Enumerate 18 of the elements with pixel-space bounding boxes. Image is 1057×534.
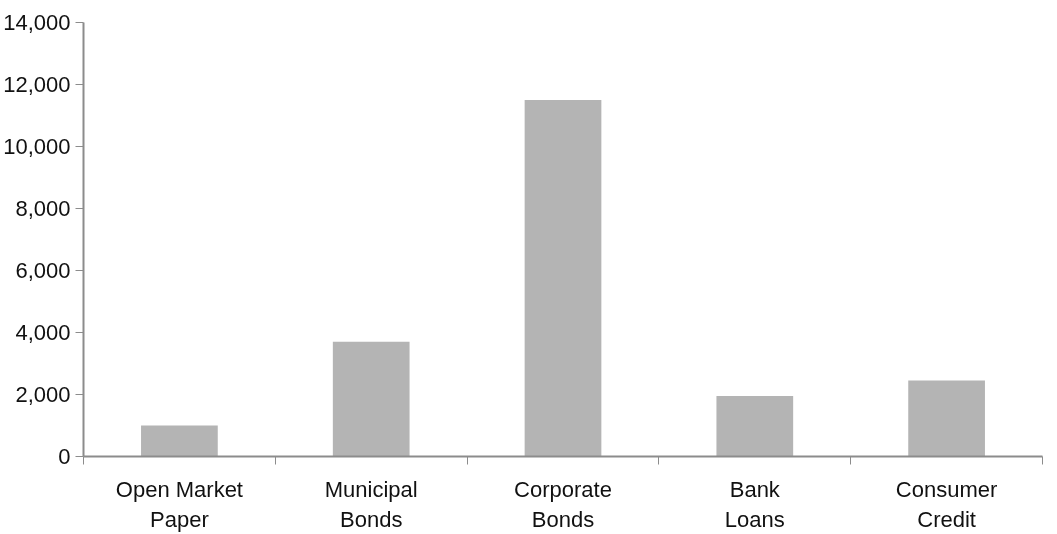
x-tick-label: Municipal Bonds [324,476,418,532]
y-tick-label: 8,000 [15,196,71,221]
bar [141,425,218,457]
y-tick-label: 12,000 [3,72,71,97]
x-tick-label: Consumer Credit [895,476,998,532]
x-tick-label: Bank Loans [724,476,785,532]
y-tick-label: 14,000 [3,10,71,35]
y-tick-label: 0 [58,444,71,469]
bar [332,341,410,457]
y-tick-label: 10,000 [3,134,71,159]
bar [524,100,602,457]
x-tick-label: Corporate Bonds [514,476,612,532]
y-tick-label: 4,000 [15,320,71,345]
bar [716,396,794,457]
y-tick-label: 6,000 [15,258,71,283]
bar [908,380,985,457]
x-tick-label: Open Market Paper [115,476,243,532]
y-tick-label: 2,000 [15,382,71,407]
